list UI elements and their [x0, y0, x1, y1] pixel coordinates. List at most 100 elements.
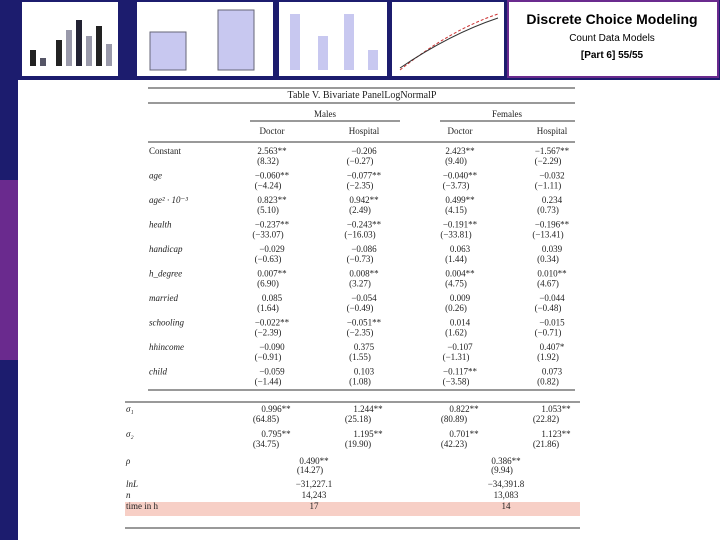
coefficient: 0.386**: [491, 456, 521, 466]
row-label: σ₂: [126, 429, 134, 439]
slide-title: Discrete Choice Modeling: [526, 11, 697, 27]
t-stat: (−3.73): [443, 181, 470, 191]
column-header: Doctor: [260, 126, 285, 136]
t-stat: (0.82): [537, 377, 559, 387]
coefficient: −0.206: [351, 146, 377, 156]
t-stat: (1.92): [537, 352, 559, 362]
row-label: ρ: [125, 456, 131, 466]
t-stat: (−1.31): [443, 352, 470, 362]
t-stat: (−2.29): [535, 156, 562, 166]
coefficient: −0.243**: [347, 220, 382, 230]
title-box: [507, 0, 719, 78]
coefficient: −1.567**: [535, 146, 570, 156]
coefficient: 2.423**: [445, 146, 475, 156]
summary-value: 14: [502, 501, 512, 511]
t-stat: (−16.03): [344, 230, 375, 240]
coefficient: 1.053**: [541, 404, 571, 414]
row-label: health: [149, 220, 172, 230]
row-label: handicap: [149, 244, 183, 254]
t-stat: (−13.41): [532, 230, 563, 240]
row-label: schooling: [149, 318, 184, 328]
table-title: Table V. Bivariate PanelLogNormalP: [288, 90, 437, 101]
t-stat: (−0.49): [347, 303, 374, 313]
t-stat: (1.55): [349, 352, 371, 362]
row-label: n: [126, 490, 131, 500]
coefficient: −0.051**: [347, 318, 382, 328]
side-strip: [0, 0, 18, 180]
t-stat: (−2.39): [255, 328, 282, 338]
row-label: h_degree: [149, 269, 182, 279]
row-label: hhincome: [149, 342, 184, 352]
thumbnails: [22, 2, 504, 76]
t-stat: (2.49): [349, 205, 371, 215]
coefficient: −0.054: [351, 293, 377, 303]
coefficient: 1.123**: [541, 429, 571, 439]
coefficient: −0.032: [539, 171, 564, 181]
side-strip: [0, 360, 18, 540]
t-stat: (9.94): [491, 465, 513, 475]
coefficient: −0.022**: [255, 318, 290, 328]
coefficient: 0.795**: [261, 429, 291, 439]
t-stat: (9.40): [445, 156, 467, 166]
t-stat: (21.86): [533, 439, 559, 449]
t-stat: (25.18): [345, 414, 371, 424]
coefficient: 0.375: [354, 342, 375, 352]
coefficient: 0.085: [262, 293, 283, 303]
t-stat: (−2.35): [347, 328, 374, 338]
t-stat: (1.44): [445, 254, 467, 264]
t-stat: (4.67): [537, 279, 559, 289]
t-stat: (1.64): [257, 303, 279, 313]
t-stat: (6.90): [257, 279, 279, 289]
t-stat: (64.85): [253, 414, 279, 424]
coefficient: −0.077**: [347, 171, 382, 181]
coefficient: 0.234: [542, 195, 563, 205]
coefficient: −0.029: [259, 244, 285, 254]
row-label: Constant: [149, 146, 182, 156]
t-stat: (42.23): [441, 439, 467, 449]
coefficient: −0.059: [259, 367, 285, 377]
t-stat: (−2.35): [347, 181, 374, 191]
coefficient: 0.822**: [449, 404, 479, 414]
highlight-row: [125, 502, 580, 516]
t-stat: (−33.81): [440, 230, 471, 240]
coefficient: 2.563**: [257, 146, 287, 156]
t-stat: (−1.44): [255, 377, 282, 387]
coefficient: 0.063: [450, 244, 471, 254]
t-stat: (0.26): [445, 303, 467, 313]
t-stat: (80.89): [441, 414, 467, 424]
column-header: Doctor: [448, 126, 473, 136]
t-stat: (−0.48): [535, 303, 562, 313]
coefficient: −0.060**: [255, 171, 290, 181]
t-stat: (−0.91): [255, 352, 282, 362]
coefficient: 0.007**: [257, 269, 287, 279]
side-strip: [0, 180, 18, 360]
coefficient: 0.407*: [540, 342, 565, 352]
coefficient: −0.237**: [255, 220, 290, 230]
coefficient: −0.086: [351, 244, 377, 254]
t-stat: (1.08): [349, 377, 371, 387]
coefficient: −0.044: [539, 293, 565, 303]
coefficient: 0.823**: [257, 195, 287, 205]
slide-number: [Part 6] 55/55: [581, 50, 644, 61]
t-stat: (−4.24): [255, 181, 282, 191]
coefficient: 0.014: [450, 318, 471, 328]
coefficient: −0.117**: [443, 367, 477, 377]
row-label: age: [149, 171, 162, 181]
coefficient: −0.196**: [535, 220, 570, 230]
coefficient: 0.073: [542, 367, 563, 377]
t-stat: (−1.11): [535, 181, 562, 191]
t-stat: (22.82): [533, 414, 559, 424]
summary-value: 17: [310, 501, 320, 511]
row-label: married: [149, 293, 178, 303]
column-header: Hospital: [537, 126, 568, 136]
row-label: age² · 10⁻³: [149, 195, 188, 205]
summary-value: 13,083: [494, 490, 519, 500]
coefficient: 0.009: [450, 293, 471, 303]
coefficient: 1.244**: [353, 404, 383, 414]
coefficient: −0.191**: [443, 220, 478, 230]
t-stat: (−0.63): [255, 254, 282, 264]
row-label: lnL: [126, 479, 138, 489]
t-stat: (4.15): [445, 205, 467, 215]
coefficient: 0.010**: [537, 269, 567, 279]
